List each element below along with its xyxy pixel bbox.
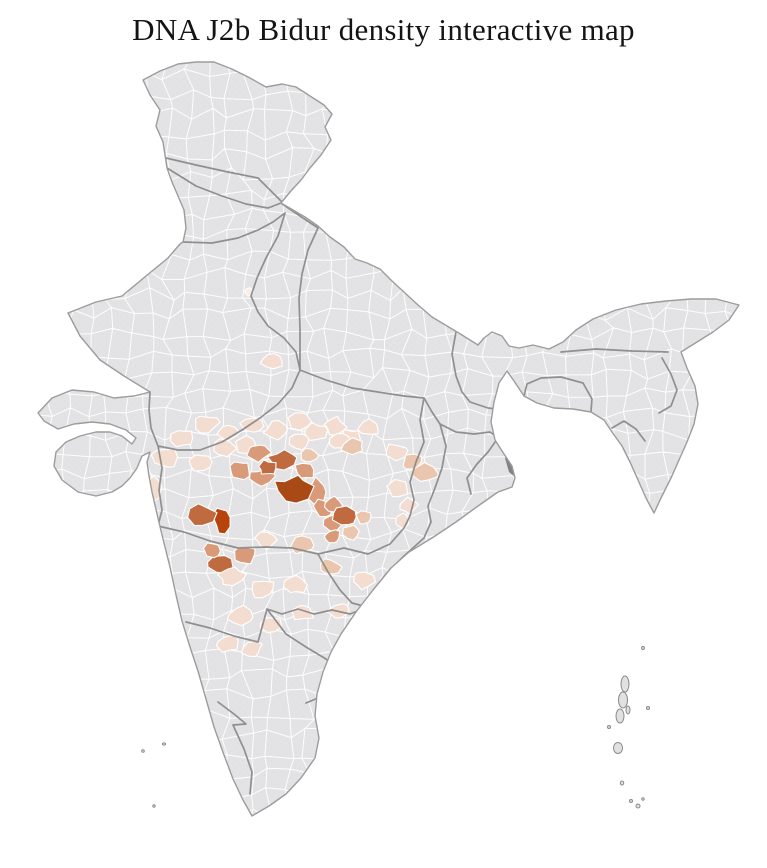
district-region[interactable] [357,418,379,435]
island [629,799,633,803]
island [619,780,625,786]
district-region[interactable] [323,529,341,544]
district-region[interactable] [251,580,275,599]
district-region[interactable] [150,448,179,468]
island [641,646,645,650]
island [641,797,645,801]
map-title: DNA J2b Bidur density interactive map [132,12,635,47]
district-region[interactable] [234,546,256,565]
district-region[interactable] [385,443,409,462]
district-region[interactable] [246,444,273,463]
district-region[interactable] [240,640,263,658]
island [615,708,625,724]
lakshadweep-islands [141,742,167,808]
district-region[interactable] [435,537,454,552]
district-region[interactable] [258,459,277,475]
district-region[interactable] [340,437,363,456]
district-region[interactable] [304,422,329,441]
island [161,742,167,746]
district-region[interactable] [331,505,357,526]
district-region[interactable] [447,548,468,564]
district-region[interactable] [187,503,218,527]
district-region[interactable] [288,433,310,451]
district-region[interactable] [355,510,372,525]
island [625,705,631,715]
district-region[interactable] [300,447,320,463]
district-region[interactable] [229,461,250,481]
district-region[interactable] [262,420,288,441]
district-region[interactable] [294,462,315,479]
island [635,803,641,809]
district-region[interactable] [216,424,241,442]
district-region[interactable] [287,412,313,431]
district-region[interactable] [323,415,348,436]
district-region[interactable] [282,574,308,594]
district-region[interactable] [211,507,231,535]
district-region[interactable] [202,542,222,559]
district-region[interactable] [352,571,377,591]
island [646,706,650,710]
india-outline [37,61,740,817]
district-region[interactable] [216,566,248,587]
district-region[interactable] [341,524,360,541]
district-region[interactable] [170,430,194,448]
island [141,749,145,753]
andaman-nicobar-islands [607,646,650,809]
district-region[interactable] [396,575,418,592]
district-region[interactable] [274,474,315,504]
island [613,742,623,754]
district-region[interactable] [319,558,343,575]
district-region[interactable] [377,575,401,592]
district-region[interactable] [195,415,221,434]
district-region[interactable] [386,479,409,498]
island [618,691,628,709]
island [152,804,156,808]
district-region[interactable] [259,352,283,370]
district-region[interactable] [226,604,254,627]
island [620,675,630,693]
island [607,725,611,729]
district-region[interactable] [169,618,181,649]
district-region[interactable] [188,454,213,472]
